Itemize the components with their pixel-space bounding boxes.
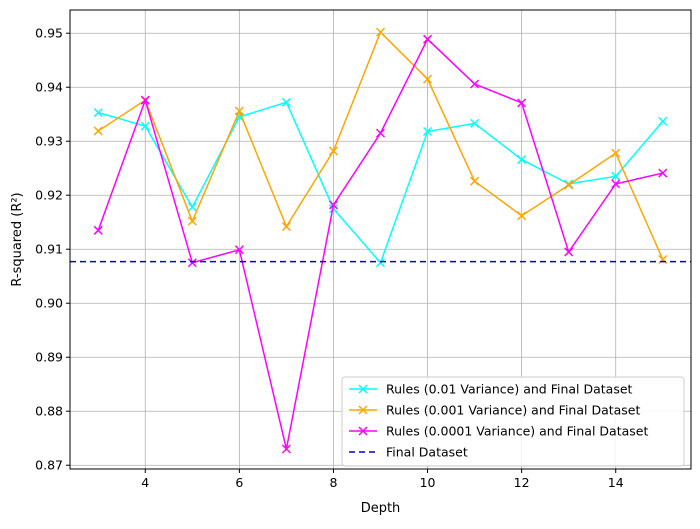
data-point-marker (375, 27, 386, 37)
data-point-marker (517, 211, 527, 221)
data-point-marker (517, 155, 527, 165)
y-tick-label: 0.93 (35, 134, 63, 149)
data-point-marker (328, 146, 338, 156)
series-layer (70, 27, 691, 454)
data-point-marker (281, 444, 291, 454)
legend-entry: Final Dataset (349, 445, 468, 460)
data-point-marker (187, 202, 197, 212)
data-point-marker (470, 118, 480, 128)
data-point-marker (140, 95, 150, 105)
y-axis-ticks: 0.87 0.88 0.89 0.90 0.91 0.92 0.93 0.94 0.95 (35, 26, 70, 473)
legend-label: Rules (0.001 Variance) and Final Dataset (386, 403, 640, 418)
legend-box (341, 376, 685, 467)
x-tick-label: 10 (420, 475, 436, 490)
plot-area-frame (69, 9, 692, 470)
x-tick-label: 14 (608, 475, 624, 490)
data-point-marker (658, 168, 668, 178)
data-point-marker (375, 258, 386, 268)
legend-entry: Rules (0.0001 Variance) and Final Datase… (349, 424, 648, 439)
data-point-marker (281, 222, 291, 232)
data-point-marker (281, 97, 291, 107)
data-point-marker (140, 121, 150, 131)
series-0 (93, 97, 668, 268)
data-point-marker (375, 128, 386, 138)
legend-label: Final Dataset (386, 445, 468, 460)
y-tick-label: 0.91 (35, 242, 63, 257)
data-point-marker (611, 148, 621, 158)
data-point-marker (470, 176, 480, 186)
series-1 (93, 27, 668, 265)
legend-label: Rules (0.0001 Variance) and Final Datase… (386, 424, 648, 439)
x-axis-label: Depth (361, 501, 401, 516)
data-point-marker (517, 98, 527, 108)
data-point-marker (187, 258, 197, 268)
legend-marker (358, 405, 368, 415)
data-point-marker (423, 34, 433, 44)
y-tick-label: 0.90 (35, 296, 63, 311)
legend-label: Rules (0.01 Variance) and Final Dataset (386, 382, 633, 397)
x-tick-label: 4 (141, 475, 149, 490)
series-2 (93, 34, 668, 454)
data-point-marker (93, 108, 103, 118)
data-point-marker (564, 180, 574, 190)
data-point-marker (234, 106, 244, 116)
data-point-marker (611, 179, 621, 189)
data-point-marker (564, 247, 574, 257)
data-point-marker (328, 200, 338, 210)
y-tick-label: 0.87 (35, 458, 63, 473)
series-line (97, 30, 664, 260)
x-tick-label: 12 (514, 475, 530, 490)
x-axis-ticks: 4 6 8 10 12 14 (141, 469, 624, 490)
x-tick-label: 8 (329, 475, 337, 490)
legend: Rules (0.01 Variance) and Final Dataset R… (341, 376, 685, 467)
y-tick-label: 0.92 (35, 188, 63, 203)
data-point-marker (187, 216, 197, 226)
legend-entry: Rules (0.001 Variance) and Final Dataset (349, 403, 640, 418)
data-point-marker (423, 126, 433, 137)
data-point-marker (93, 126, 103, 136)
y-tick-label: 0.94 (35, 80, 63, 95)
y-axis-label: R-squared (R²) (10, 192, 25, 286)
legend-marker (358, 426, 368, 436)
y-tick-label: 0.89 (35, 350, 63, 365)
data-point-marker (234, 245, 244, 255)
data-point-marker (658, 116, 668, 126)
y-tick-label: 0.88 (35, 404, 63, 419)
x-tick-label: 6 (235, 475, 243, 490)
data-point-marker (611, 171, 621, 181)
data-point-marker (423, 74, 433, 84)
legend-entry: Rules (0.01 Variance) and Final Dataset (349, 382, 633, 397)
data-point-marker (470, 79, 480, 89)
legend-marker (358, 384, 368, 394)
y-tick-label: 0.95 (35, 26, 63, 41)
data-point-marker (93, 225, 103, 235)
